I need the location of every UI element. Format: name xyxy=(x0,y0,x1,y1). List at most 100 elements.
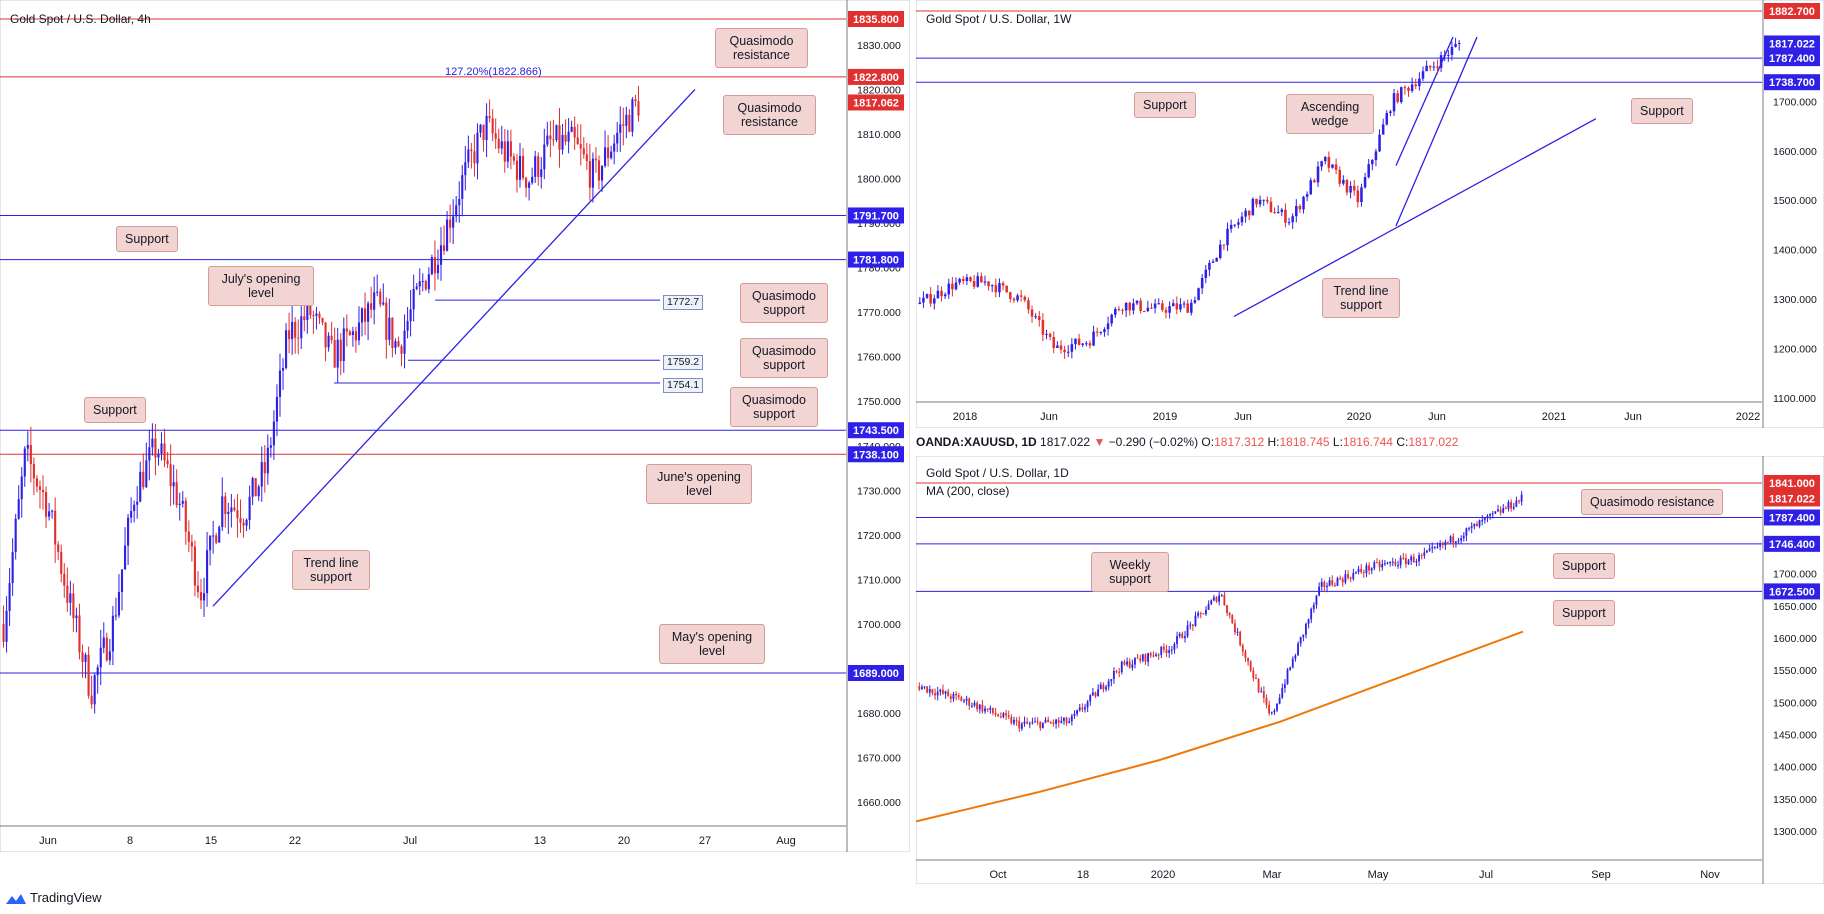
d1-ma-200-line xyxy=(916,630,1524,823)
d1-x-tick-label: Jul xyxy=(1479,869,1493,881)
d1-candle xyxy=(1302,634,1305,638)
h4-candle xyxy=(218,527,221,543)
w1-candle xyxy=(1048,333,1052,337)
h4-candle xyxy=(373,292,376,310)
d1-candle xyxy=(1428,548,1431,551)
w1-candle xyxy=(1269,201,1273,213)
h4-candle xyxy=(44,492,48,517)
d1-candle xyxy=(1418,555,1420,562)
chart-1w-canvas[interactable]: 1700.000 1600.000 1500.000 1400.000 1300.000… xyxy=(916,0,1824,428)
d1-candle xyxy=(941,689,944,694)
h4-candle xyxy=(127,517,130,546)
level-tag-1754: 1754.1 xyxy=(663,378,704,393)
w1-candle xyxy=(1363,177,1367,188)
h4-candle xyxy=(509,141,512,157)
d1-candle xyxy=(1481,520,1484,522)
h4-candle xyxy=(491,118,494,134)
w1-candle xyxy=(990,285,994,287)
d1-candle xyxy=(1502,508,1505,513)
h4-candle xyxy=(555,125,558,141)
h4-candle xyxy=(436,264,440,274)
w1-candle xyxy=(1273,212,1276,214)
w1-x-tick-label: Jun xyxy=(1234,411,1252,423)
ohlc-open: 1817.312 xyxy=(1214,435,1265,449)
h4-candle xyxy=(518,155,522,180)
callout-quasimodo-resistance-1: Quasimodo resistance xyxy=(715,28,808,68)
h4-candle xyxy=(512,156,515,161)
w1-candle xyxy=(1135,300,1139,304)
w1-candle xyxy=(1371,160,1374,165)
chart-panel-1w[interactable]: 1700.000 1600.000 1500.000 1400.000 1300.000… xyxy=(916,0,1824,428)
w1-candle xyxy=(1103,329,1106,333)
d1-frame xyxy=(916,456,1824,884)
d1-candle xyxy=(1520,494,1523,502)
h4-candle xyxy=(400,346,403,354)
d1-candle xyxy=(1410,556,1413,561)
w1-candle xyxy=(929,294,932,304)
h4-candle xyxy=(41,489,45,493)
callout-quasimodo-resistance-1d: Quasimodo resistance xyxy=(1581,489,1724,515)
h4-candle xyxy=(5,610,8,642)
w1-candle xyxy=(1106,323,1110,330)
d1-x-tick-label: Oct xyxy=(989,869,1006,881)
tradingview-logo[interactable]: TradingView xyxy=(6,890,102,905)
d1-candle xyxy=(1189,624,1192,626)
h4-candle xyxy=(32,464,35,479)
d1-candle xyxy=(1062,717,1065,721)
h4-candle xyxy=(348,331,351,335)
w1-candle xyxy=(1436,66,1439,68)
h4-candle xyxy=(427,274,430,290)
d1-candle xyxy=(1160,646,1163,655)
d1-candle xyxy=(991,707,994,713)
w1-candle xyxy=(1389,111,1392,113)
h4-candle xyxy=(142,471,145,488)
h4-candle xyxy=(470,149,473,152)
h4-candle xyxy=(14,518,17,552)
d1-y-tick-label: 1400.000 xyxy=(1773,762,1817,774)
h4-tag-1791: 1791.700 xyxy=(853,210,899,222)
d1-candle xyxy=(1373,562,1376,569)
h4-trendline xyxy=(212,88,696,607)
w1-candle xyxy=(1342,179,1345,184)
chart-1d-canvas[interactable]: 1700.000 1650.000 1600.000 1550.000 1500.000… xyxy=(916,456,1824,884)
h4-candle xyxy=(597,160,601,181)
w1-candle xyxy=(1331,164,1334,168)
d1-candle xyxy=(955,693,957,696)
h4-candle xyxy=(38,486,42,490)
h4-y-tick-label: 1700.000 xyxy=(857,619,901,631)
d1-candle xyxy=(1060,720,1063,723)
d1-y-tick-label: 1550.000 xyxy=(1773,665,1817,677)
d1-candle xyxy=(1020,723,1023,729)
w1-candle xyxy=(954,282,958,290)
callout-quasimodo-support-1754: Quasimodo support xyxy=(730,387,818,427)
w1-candle xyxy=(1197,288,1200,301)
h4-candle xyxy=(117,592,121,616)
h4-candle xyxy=(622,124,625,126)
d1-candle xyxy=(1131,664,1134,668)
h4-candle xyxy=(625,114,628,126)
w1-candle xyxy=(1012,298,1016,301)
w1-candle xyxy=(1034,316,1037,318)
h4-candle xyxy=(497,138,500,149)
h4-candle xyxy=(482,124,485,140)
w1-candle xyxy=(1258,199,1262,205)
d1-candle xyxy=(1315,595,1318,606)
callout-july-opening: July's opening level xyxy=(208,266,314,306)
chart-panel-1d[interactable]: 1700.000 1650.000 1600.000 1550.000 1500.000… xyxy=(916,456,1824,884)
chart-panel-4h[interactable]: 1830.000 1820.000 1810.000 1800.000 1790.000… xyxy=(0,0,910,852)
w1-candle xyxy=(1327,156,1331,168)
d1-candle xyxy=(1210,600,1213,605)
w1-candle xyxy=(969,277,972,281)
w1-candle xyxy=(1161,303,1164,310)
d1-candle xyxy=(1041,722,1044,729)
d1-candle xyxy=(1205,609,1207,615)
h4-candle xyxy=(449,219,452,228)
h4-candle xyxy=(591,158,594,188)
h4-candle xyxy=(397,341,400,347)
h4-candle xyxy=(69,593,72,603)
ohlc-low-label: L: xyxy=(1332,435,1343,449)
w1-tag-1738: 1738.700 xyxy=(1769,77,1815,89)
h4-candle xyxy=(196,585,200,593)
d1-y-tick-label: 1650.000 xyxy=(1773,601,1817,613)
w1-candle xyxy=(1352,185,1356,191)
